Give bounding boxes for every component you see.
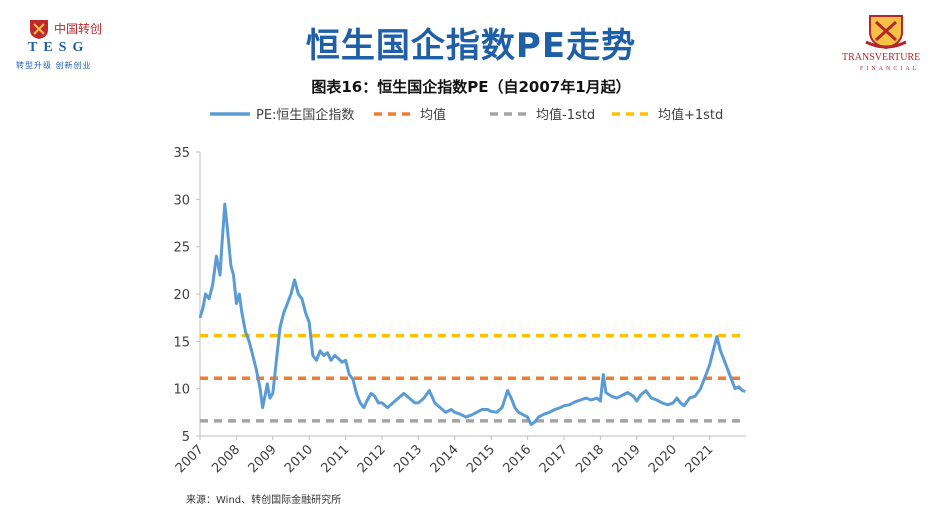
logo-left-en-text: TESG xyxy=(28,40,90,55)
legend-label: 均值+1std xyxy=(658,107,723,123)
legend-label: PE:恒生国企指数 xyxy=(256,107,354,123)
x-tick-label: 2015 xyxy=(464,442,498,476)
legend-label: 均值-1std xyxy=(536,107,595,123)
y-tick-label: 20 xyxy=(173,288,190,303)
shield-emblem-icon xyxy=(30,20,48,39)
legend-label: 均值 xyxy=(420,107,446,123)
x-tick-label: 2012 xyxy=(355,442,389,476)
logo-right-sub: FINANCIAL xyxy=(860,66,920,72)
y-tick-label: 30 xyxy=(173,193,190,208)
y-tick-label: 5 xyxy=(182,430,190,445)
chart-title: 图表16：恒生国企指数PE（自2007年1月起） xyxy=(311,78,631,96)
y-tick-label: 15 xyxy=(173,335,190,350)
tesg-logo: 中国转创 TESG 转型升级 创新创业 xyxy=(14,10,124,70)
y-tick-label: 25 xyxy=(173,241,190,256)
x-tick-label: 2018 xyxy=(573,442,607,476)
x-tick-label: 2013 xyxy=(391,442,425,476)
transverture-logo: TRANSVERTURE FINANCIAL xyxy=(842,12,936,72)
pe-series-line xyxy=(198,202,746,427)
x-tick-label: 2007 xyxy=(173,442,207,476)
logo-left-cn-text: 中国转创 xyxy=(54,22,103,36)
x-tick-label: 2019 xyxy=(610,442,644,476)
y-tick-label: 10 xyxy=(173,383,190,398)
slide-title: 恒生国企指数PE走势 xyxy=(305,26,637,66)
crest-emblem-icon xyxy=(865,15,907,50)
x-tick-label: 2014 xyxy=(428,442,462,476)
y-tick-label: 35 xyxy=(173,146,190,161)
x-tick-label: 2008 xyxy=(209,442,243,476)
x-tick-label: 2016 xyxy=(500,442,534,476)
x-tick-label: 2017 xyxy=(537,442,571,476)
logo-left-slogan: 转型升级 创新创业 xyxy=(16,61,92,70)
x-tick-label: 2009 xyxy=(246,442,280,476)
x-tick-label: 2011 xyxy=(318,442,352,476)
x-tick-label: 2021 xyxy=(682,442,716,476)
logo-right-name: TRANSVERTURE xyxy=(842,52,921,63)
source-note: 来源：Wind、转创国际金融研究所 xyxy=(186,495,342,506)
x-tick-label: 2010 xyxy=(282,442,316,476)
x-tick-label: 2020 xyxy=(646,442,680,476)
